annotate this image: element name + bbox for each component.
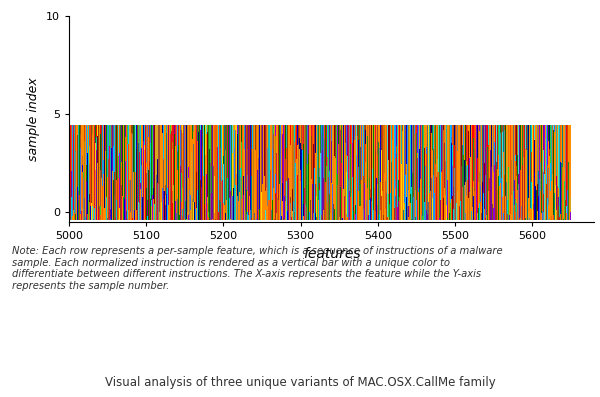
Y-axis label: sample index: sample index [28, 77, 40, 161]
X-axis label: features: features [302, 247, 361, 261]
Text: Visual analysis of three unique variants of MAC.OSX.CallMe family: Visual analysis of three unique variants… [104, 376, 496, 389]
Text: Note: Each row represents a per-sample feature, which is a sequence of instructi: Note: Each row represents a per-sample f… [12, 246, 503, 291]
